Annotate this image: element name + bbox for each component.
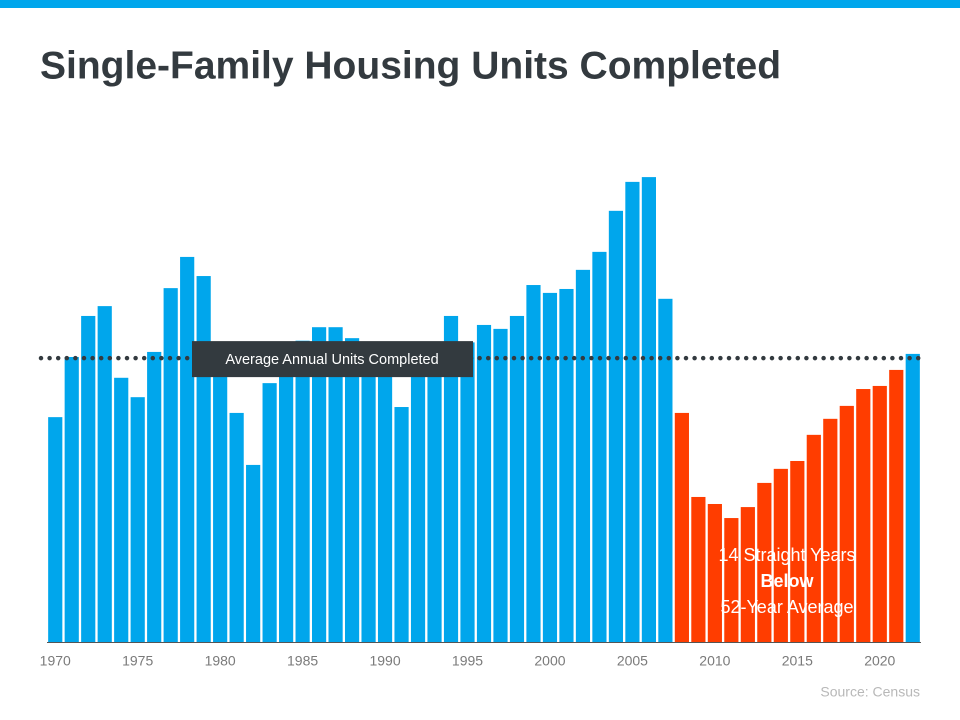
bar — [97, 306, 112, 642]
bar — [757, 482, 772, 642]
bar — [180, 256, 195, 642]
source: Source: Census — [820, 684, 920, 700]
top-strip — [0, 0, 960, 8]
bar — [163, 288, 178, 642]
bar — [658, 298, 673, 642]
bar — [246, 464, 261, 642]
bar — [196, 276, 211, 642]
bar — [773, 468, 788, 642]
bar — [377, 370, 393, 642]
bar — [905, 353, 920, 642]
bar — [889, 369, 904, 642]
reference-label: Average Annual Units Completed — [225, 352, 438, 368]
bar — [691, 496, 706, 642]
bar — [328, 327, 343, 642]
annotation: Below — [760, 571, 814, 591]
bar — [790, 460, 805, 642]
bar — [559, 288, 574, 642]
bar — [641, 177, 656, 642]
bar — [48, 417, 63, 642]
bar — [823, 418, 838, 642]
x-tick-label: 1985 — [287, 653, 318, 669]
x-tick-label: 1990 — [369, 653, 400, 669]
x-tick-label: 1975 — [122, 653, 153, 669]
bar — [872, 385, 887, 642]
bar — [839, 405, 854, 642]
x-tick-label: 2010 — [699, 653, 730, 669]
bar — [114, 377, 129, 642]
bar — [443, 315, 459, 642]
bar — [229, 412, 244, 642]
bar — [542, 292, 558, 642]
bar — [213, 373, 228, 642]
bar — [856, 389, 871, 642]
bar — [262, 383, 277, 642]
bar — [427, 349, 442, 642]
x-tick-label: 2005 — [617, 653, 648, 669]
bar — [625, 181, 640, 642]
x-tick-label: 1970 — [40, 653, 71, 669]
chart-title: Single-Family Housing Units Completed — [40, 44, 781, 87]
bar — [312, 327, 327, 642]
bar — [707, 503, 722, 642]
x-tick-label: 2015 — [782, 653, 813, 669]
annotation: 14 Straight Years — [718, 545, 855, 565]
x-tick-label: 1980 — [205, 653, 236, 669]
bar — [147, 351, 162, 642]
bar — [592, 251, 607, 642]
bar — [410, 371, 426, 642]
bar — [460, 342, 475, 642]
bar — [493, 328, 508, 642]
bar — [740, 507, 755, 642]
x-tick-label: 1995 — [452, 653, 483, 669]
bar — [674, 412, 689, 642]
bar — [806, 434, 821, 642]
bar — [81, 315, 96, 642]
bar — [476, 324, 492, 642]
reference-label-box — [192, 341, 473, 378]
bar — [509, 315, 525, 642]
bar — [130, 397, 145, 642]
bar — [344, 338, 360, 642]
bar — [526, 285, 541, 642]
bar — [279, 353, 294, 642]
x-tick-label: 2020 — [864, 653, 895, 669]
annotation: 52-Year Average — [720, 597, 853, 617]
bar — [575, 269, 591, 642]
bar — [608, 210, 624, 642]
bar — [724, 518, 739, 642]
x-tick-label: 2000 — [534, 653, 565, 669]
bar — [394, 407, 409, 642]
bar — [295, 340, 310, 642]
bar — [64, 356, 79, 642]
bar — [361, 353, 376, 642]
